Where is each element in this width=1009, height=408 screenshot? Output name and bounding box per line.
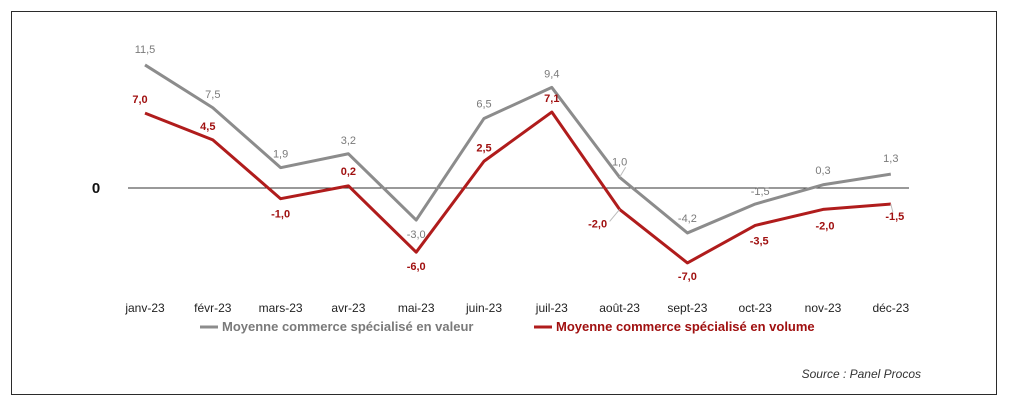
- leader-line: [609, 209, 620, 222]
- series-line-valeur: [144, 63, 892, 235]
- x-tick-label: mars-23: [259, 301, 303, 315]
- data-label-valeur: 9,4: [544, 68, 559, 80]
- data-label-valeur: 1,0: [612, 156, 627, 168]
- data-label-volume: -1,5: [885, 211, 904, 223]
- data-label-volume: -3,5: [750, 235, 769, 247]
- legend-label-valeur: Moyenne commerce spécialisé en valeur: [222, 319, 473, 334]
- x-tick-label: juil-23: [535, 301, 568, 315]
- data-label-volume: 4,5: [200, 121, 215, 133]
- data-label-volume: 0,2: [341, 166, 356, 178]
- x-tick-label: avr-23: [331, 301, 365, 315]
- data-label-volume: 7,1: [544, 93, 559, 105]
- x-tick-label: janv-23: [124, 301, 165, 315]
- x-tick-label: mai-23: [398, 301, 435, 315]
- legend-label-volume: Moyenne commerce spécialisé en volume: [556, 319, 815, 334]
- data-label-valeur: 6,5: [476, 98, 491, 110]
- x-tick-label: févr-23: [194, 301, 232, 315]
- x-tick-label: nov-23: [805, 301, 842, 315]
- data-label-volume: 2,5: [476, 142, 491, 154]
- data-label-volume: -2,0: [588, 218, 607, 230]
- data-label-valeur: -1,5: [751, 186, 770, 198]
- x-tick-label: sept-23: [667, 301, 707, 315]
- data-label-valeur: 0,3: [815, 165, 830, 177]
- data-label-volume: -7,0: [678, 271, 697, 283]
- data-label-valeur: 1,3: [883, 153, 898, 165]
- data-label-volume: -1,0: [271, 209, 290, 221]
- data-label-valeur: 3,2: [341, 135, 356, 147]
- data-label-valeur: 1,9: [273, 149, 288, 161]
- y-axis-zero-label: 0: [92, 180, 100, 197]
- leader-line: [890, 203, 894, 213]
- series-line-volume: [144, 110, 891, 265]
- data-label-valeur: -4,2: [678, 213, 697, 225]
- x-tick-label: déc-23: [872, 301, 909, 315]
- data-label-volume: -6,0: [407, 261, 426, 273]
- x-tick-label: août-23: [599, 301, 640, 315]
- data-label-valeur: -3,0: [407, 229, 426, 241]
- data-label-volume: -2,0: [816, 220, 835, 232]
- chart-frame: [11, 11, 997, 395]
- data-label-volume: 7,0: [132, 94, 147, 106]
- source-note: Source : Panel Procos: [802, 367, 921, 381]
- x-tick-label: oct-23: [739, 301, 773, 315]
- x-tick-label: juin-23: [465, 301, 502, 315]
- data-label-valeur: 7,5: [205, 89, 220, 101]
- leader-line: [619, 167, 627, 178]
- data-label-valeur: 11,5: [135, 44, 156, 56]
